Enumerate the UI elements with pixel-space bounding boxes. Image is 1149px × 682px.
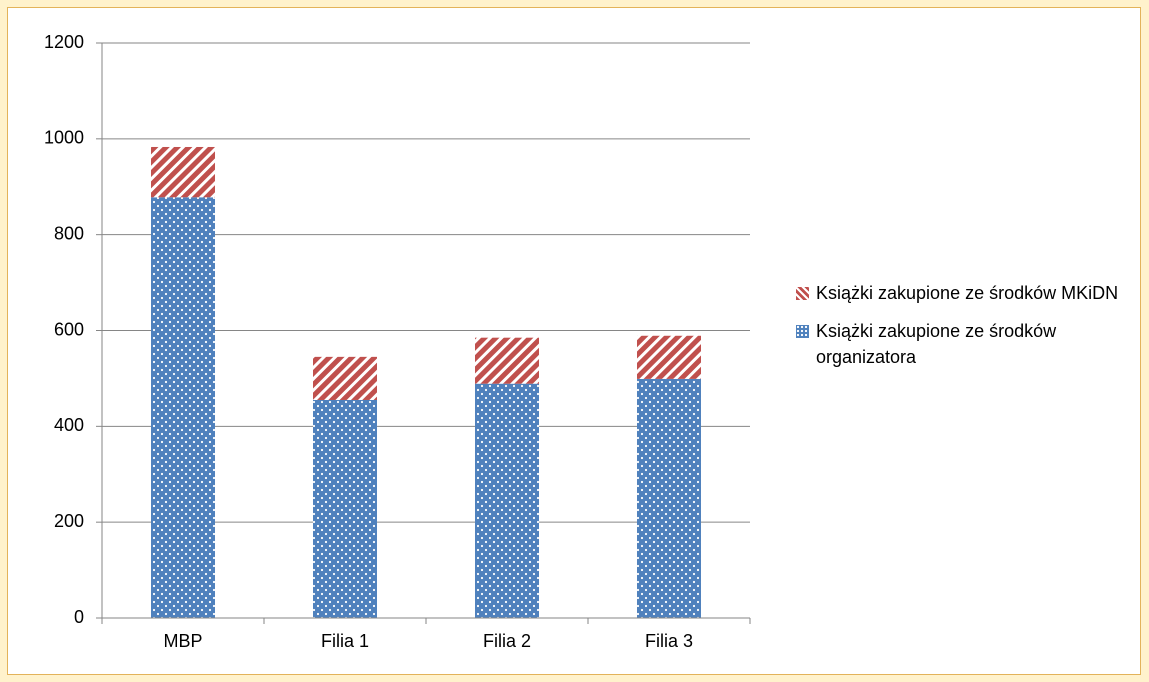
y-tick-label: 800	[54, 223, 84, 243]
bar-segment	[151, 197, 215, 618]
legend-label: Książki zakupione ze środków MKiDN	[816, 283, 1119, 303]
legend-label: Książki zakupione ze środków organizator…	[816, 321, 1057, 367]
bar-segment	[637, 378, 701, 618]
y-tick-label: 1200	[44, 32, 84, 52]
legend-swatch	[796, 287, 809, 300]
y-tick-label: 1000	[44, 128, 84, 148]
legend-item: Książki zakupione ze środków MKiDN	[796, 280, 1136, 306]
x-tick-label: Filia 1	[321, 631, 369, 651]
y-tick-label: 600	[54, 319, 84, 339]
x-tick-label: MBP	[163, 631, 202, 651]
bar-segment	[313, 399, 377, 618]
bar-segment	[475, 337, 539, 384]
bar-segment	[151, 146, 215, 198]
x-tick-label: Filia 2	[483, 631, 531, 651]
bar-segment	[475, 383, 539, 618]
bar-segment	[313, 356, 377, 400]
y-tick-label: 400	[54, 415, 84, 435]
legend-swatch	[796, 325, 809, 338]
bar-segment	[637, 335, 701, 379]
y-tick-label: 200	[54, 511, 84, 531]
legend-item: Książki zakupione ze środków organizator…	[796, 318, 1136, 370]
x-tick-label: Filia 3	[645, 631, 693, 651]
legend: Książki zakupione ze środków MKiDN Książk…	[796, 280, 1136, 382]
y-tick-label: 0	[74, 607, 84, 627]
